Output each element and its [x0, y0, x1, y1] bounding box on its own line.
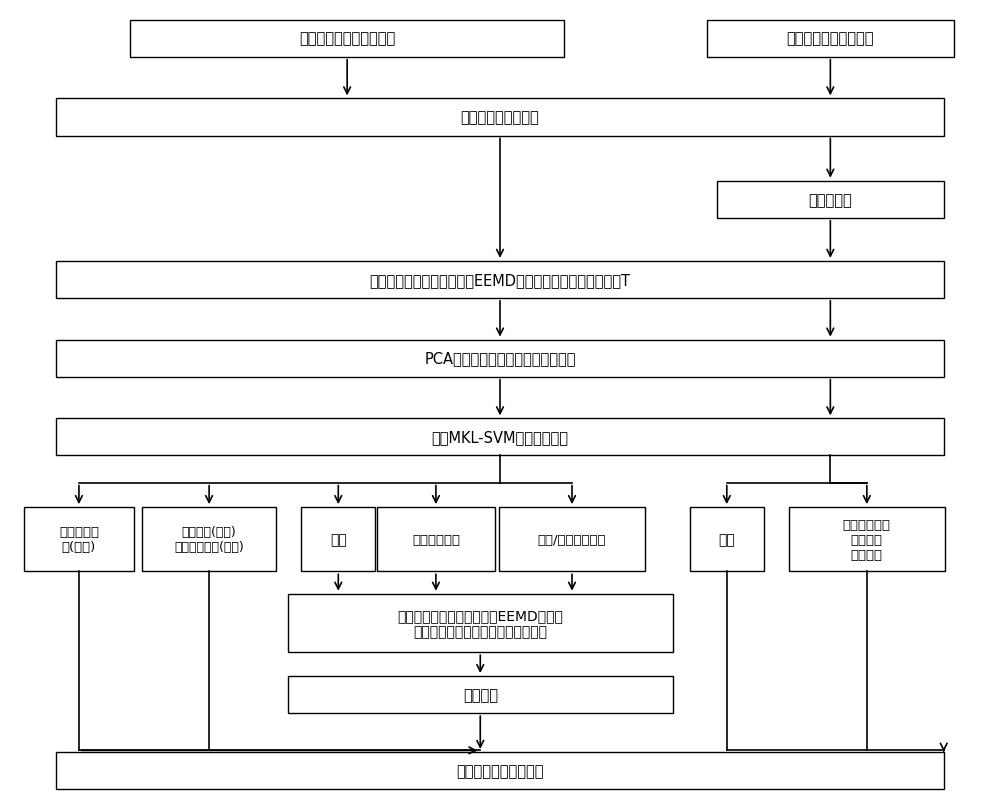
Bar [56, 261, 944, 298]
Bar [288, 676, 673, 713]
Bar [130, 20, 564, 58]
Bar [142, 508, 276, 572]
Text: 正常: 正常 [330, 533, 347, 547]
Bar [377, 508, 495, 572]
Bar [301, 508, 375, 572]
Bar [56, 418, 944, 456]
Text: 采集储能电机电流信号: 采集储能电机电流信号 [787, 32, 874, 46]
Text: 正常: 正常 [718, 533, 735, 547]
Text: 采集分合闸线圈电流信号: 采集分合闸线圈电流信号 [299, 32, 395, 46]
Text: 线圈电压不足: 线圈电压不足 [412, 533, 460, 546]
Text: 对故障信号与正常信号进行EEMD能量矩
相对熵求取，参照故障程度特性曲线: 对故障信号与正常信号进行EEMD能量矩 相对熵求取，参照故障程度特性曲线 [397, 608, 563, 638]
Bar [56, 752, 944, 789]
Text: 鐵芯/衔鐵行程不足: 鐵芯/衔鐵行程不足 [538, 533, 606, 546]
Text: 故障程度: 故障程度 [463, 687, 498, 702]
Text: 输入MKL-SVM进行故障诊断: 输入MKL-SVM进行故障诊断 [432, 430, 568, 444]
Bar [24, 508, 134, 572]
Text: 包络线提取: 包络线提取 [808, 192, 852, 208]
Bar [288, 594, 673, 653]
Bar [690, 508, 764, 572]
Bar [717, 182, 944, 218]
Bar [707, 20, 954, 58]
Bar [56, 99, 944, 136]
Text: 关键时间、电流幅值参数，EEMD分解能量矩，构造特征向量T: 关键时间、电流幅值参数，EEMD分解能量矩，构造特征向量T [370, 272, 631, 288]
Bar [56, 340, 944, 377]
Text: PCA法对特征向量进行融合降维处理: PCA法对特征向量进行融合降维处理 [424, 351, 576, 366]
Text: 鐵芯卡涩(合闸)
顶杆阻力异常(分闸): 鐵芯卡涩(合闸) 顶杆阻力异常(分闸) [174, 526, 244, 554]
Text: 通知维修人员进行维修: 通知维修人员进行维修 [456, 763, 544, 778]
Bar [499, 508, 645, 572]
Text: 传动齿轮卡涩
弹簧卡涩
弹簧脱落: 传动齿轮卡涩 弹簧卡涩 弹簧脱落 [843, 518, 891, 561]
Text: 均值滤波进行预处理: 均值滤波进行预处理 [461, 110, 539, 125]
Text: 机械结构卡
涩(合闸): 机械结构卡 涩(合闸) [59, 526, 99, 554]
Bar [789, 508, 945, 572]
